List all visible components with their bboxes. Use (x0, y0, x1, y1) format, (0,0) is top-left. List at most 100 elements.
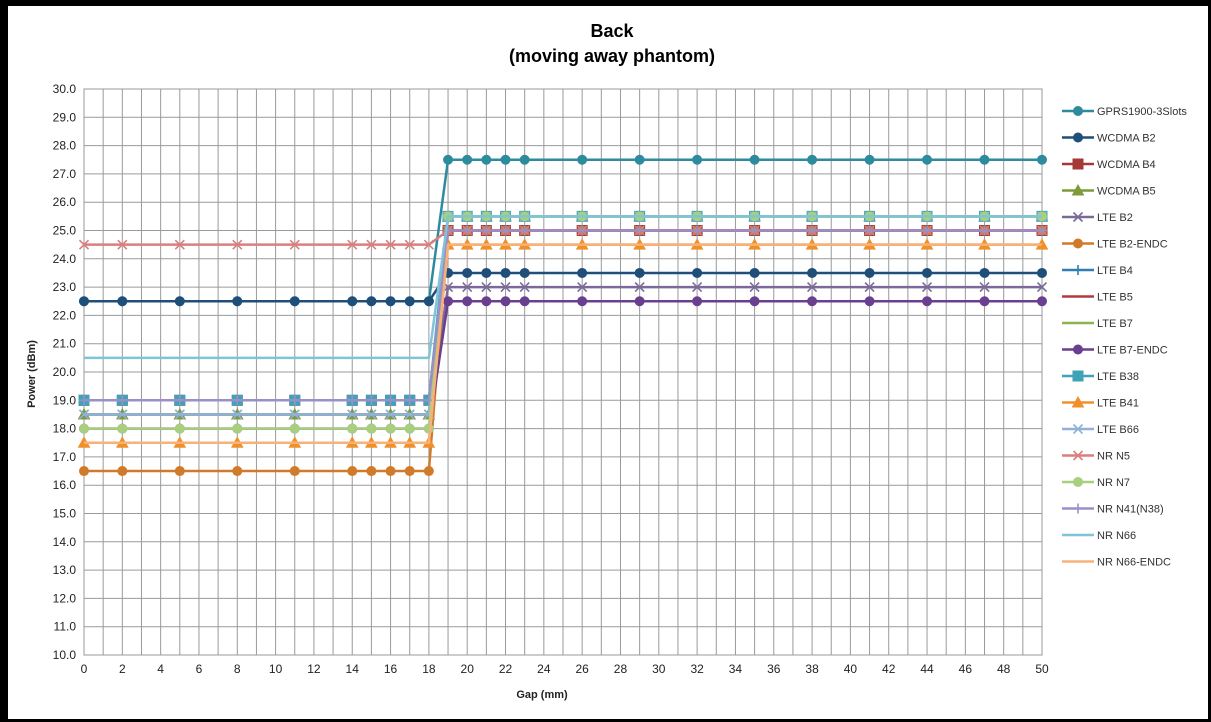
y-tick-label: 13.0 (53, 563, 77, 577)
data-point (423, 466, 434, 477)
data-point (289, 409, 300, 420)
data-point (404, 239, 415, 250)
series-16 (79, 225, 1047, 406)
y-tick-label: 20.0 (53, 365, 77, 379)
data-point (864, 267, 875, 278)
data-point (692, 267, 703, 278)
data-point (289, 423, 300, 434)
data-point (385, 466, 396, 477)
legend-label: GPRS1900-3Slots (1097, 106, 1187, 118)
data-point (519, 296, 530, 307)
data-point (864, 296, 875, 307)
data-point (232, 239, 243, 250)
legend-marker (1073, 265, 1083, 275)
chart-subtitle: (moving away phantom) (509, 46, 715, 66)
data-point (922, 296, 933, 307)
data-point (481, 296, 492, 307)
data-point (1037, 296, 1047, 307)
x-tick-label: 38 (805, 662, 819, 676)
data-point (979, 282, 990, 293)
y-tick-label: 15.0 (53, 507, 77, 521)
data-point (749, 267, 760, 278)
legend-label: NR N5 (1097, 451, 1130, 463)
y-tick-label: 26.0 (53, 195, 77, 209)
x-tick-label: 28 (614, 662, 628, 676)
data-point (462, 154, 473, 165)
data-point (232, 296, 243, 307)
data-point (481, 267, 492, 278)
y-tick-label: 18.0 (53, 422, 77, 436)
data-point (481, 282, 492, 293)
data-point (921, 282, 933, 293)
data-point (692, 282, 703, 293)
x-tick-label: 46 (959, 662, 973, 676)
data-point (864, 225, 875, 236)
data-point (577, 154, 588, 165)
legend-label: NR N7 (1097, 477, 1130, 489)
data-point (979, 267, 990, 278)
legend-item-7: LTE B4 (1062, 265, 1133, 277)
data-point (366, 239, 377, 250)
data-point (117, 395, 128, 406)
data-point (79, 296, 89, 307)
data-point (749, 296, 760, 307)
legend-marker (1073, 106, 1083, 116)
data-point (462, 225, 473, 236)
data-point (634, 296, 645, 307)
data-point (117, 409, 128, 420)
data-point (423, 296, 434, 307)
data-point (1037, 225, 1047, 236)
data-point (749, 154, 760, 165)
data-point (174, 395, 185, 406)
data-point (423, 239, 434, 250)
data-point (174, 239, 185, 250)
x-tick-label: 0 (81, 662, 88, 676)
series-line (84, 229, 1042, 402)
legend-item-3: WCDMA B4 (1062, 158, 1156, 171)
data-point (1037, 267, 1047, 278)
legend-label: LTE B4 (1097, 265, 1133, 277)
legend-item-8: LTE B5 (1062, 292, 1133, 304)
y-tick-label: 29.0 (53, 110, 77, 124)
legend-label: WCDMA B4 (1097, 159, 1156, 171)
data-point (289, 296, 300, 307)
x-tick-label: 40 (844, 662, 858, 676)
data-point (481, 154, 492, 165)
data-point (500, 154, 511, 165)
data-point (519, 225, 530, 236)
data-point (385, 395, 396, 406)
y-tick-label: 17.0 (53, 450, 77, 464)
legend-item-15: NR N7 (1062, 477, 1130, 489)
data-point (1037, 154, 1047, 165)
legend-marker (1073, 477, 1083, 487)
data-point (922, 267, 933, 278)
legend: GPRS1900-3Slots WCDMA B2 WCDMA B4 WCDMA B5 L… (1062, 106, 1187, 569)
data-point (519, 282, 530, 293)
data-point (385, 296, 396, 307)
data-point (979, 296, 990, 307)
legend-label: LTE B7 (1097, 318, 1133, 330)
data-point (117, 423, 128, 434)
data-point (404, 296, 415, 307)
x-tick-label: 26 (575, 662, 589, 676)
legend-item-10: LTE B7-ENDC (1062, 344, 1168, 357)
data-point (692, 225, 703, 236)
data-point (462, 282, 473, 293)
data-point (366, 423, 377, 434)
y-tick-label: 30.0 (53, 82, 77, 96)
legend-item-11: LTE B38 (1062, 370, 1139, 383)
chart-frame: Back (moving away phantom) 10.0 11.0 12.0 1… (8, 6, 1208, 719)
x-tick-label: 32 (690, 662, 704, 676)
y-tick-label: 19.0 (53, 393, 77, 407)
legend-label: NR N66 (1097, 530, 1136, 542)
data-point (232, 409, 243, 420)
legend-label: LTE B38 (1097, 371, 1139, 383)
series-18 (84, 243, 1042, 444)
y-tick-label: 10.0 (53, 648, 77, 662)
x-tick-label: 20 (461, 662, 475, 676)
legend-label: LTE B7-ENDC (1097, 345, 1168, 357)
x-tick-label: 24 (537, 662, 551, 676)
data-point (347, 409, 358, 420)
data-point (577, 267, 588, 278)
data-point (807, 154, 818, 165)
